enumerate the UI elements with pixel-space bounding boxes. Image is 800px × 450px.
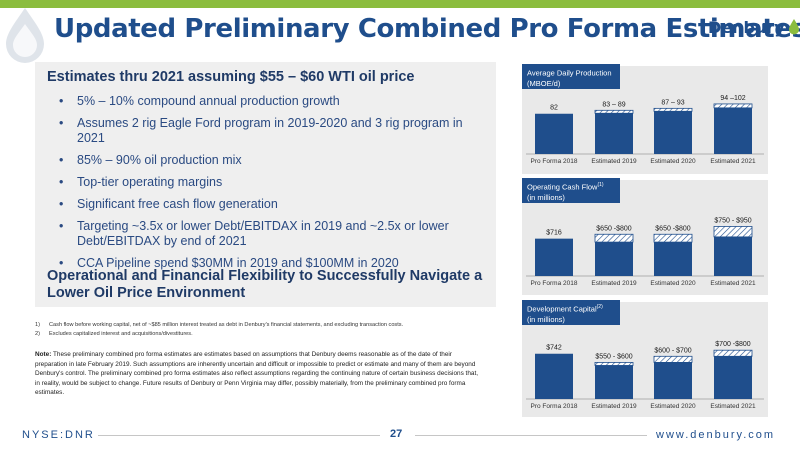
- data-label: 83 – 89: [602, 101, 625, 108]
- bar-base: [654, 242, 692, 276]
- bar-range: [713, 226, 753, 238]
- bullet-item: Assumes 2 rig Eagle Ford program in 2019…: [57, 116, 489, 146]
- bar-base: [535, 238, 573, 276]
- operating-cash-flow-chart-svg: $716 Pro Forma 2018 $650 -$800 Estimated 20…: [526, 217, 764, 287]
- chart-title-line1: Development Capital: [527, 304, 597, 314]
- disclaimer-note: Note: These preliminary combined pro for…: [35, 350, 483, 398]
- data-label: $650 -$800: [655, 225, 691, 232]
- footnote-number: 1): [35, 322, 40, 328]
- logo-drop-icon: [788, 19, 799, 35]
- chart-title: Development Capital(2) (in millions): [522, 300, 620, 325]
- data-label: $750 - $950: [714, 217, 751, 224]
- chart-title-sup: (2): [596, 304, 603, 310]
- chart-title-line1: Operating Cash Flow: [527, 182, 598, 192]
- chart-title-line2: (in millions): [527, 315, 565, 324]
- water-drop-icon: [6, 8, 44, 63]
- data-label: 87 – 93: [661, 99, 684, 106]
- bar-range: [594, 233, 634, 243]
- bar-base: [595, 242, 633, 276]
- x-tick-label: Estimated 2020: [650, 158, 696, 165]
- bar-range: [653, 107, 693, 112]
- development-capital-chart-svg: $742 Pro Forma 2018 $550 - $600 Estimated 2…: [526, 341, 764, 410]
- bullet-item: CCA Pipeline spend $30MM in 2019 and $10…: [57, 256, 489, 271]
- x-tick-label: Estimated 2021: [710, 280, 756, 287]
- footnote-text: Cash flow before working capital, net of…: [49, 322, 404, 328]
- chart-title-sup: (1): [597, 182, 604, 188]
- production-chart-svg: 82 Pro Forma 2018 83 – 89 Estimated 2019 87 …: [526, 95, 764, 165]
- data-label: 94 –102: [720, 95, 745, 102]
- x-tick-label: Estimated 2020: [650, 403, 696, 410]
- estimates-bullet-list: 5% – 10% compound annual production grow…: [57, 94, 489, 278]
- development-capital-chart: $742 Pro Forma 2018 $550 - $600 Estimated 2…: [522, 300, 768, 417]
- chart-title-line2: (MBOE/d): [527, 79, 561, 88]
- footnote-number: 2): [35, 331, 40, 337]
- bar-range: [594, 109, 634, 114]
- footnote-text: Excludes capitalized interest and acquis…: [49, 331, 193, 337]
- chart-title: Average Daily Production (MBOE/d): [522, 64, 620, 89]
- top-accent-bar: [0, 0, 800, 8]
- footnote: 1) Cash flow before working capital, net …: [35, 321, 403, 330]
- data-label: $550 - $600: [595, 353, 632, 360]
- bar-base: [535, 353, 573, 399]
- x-tick-label: Estimated 2019: [591, 403, 637, 410]
- footnote: 2) Excludes capitalized interest and acqu…: [35, 330, 403, 339]
- x-tick-label: Estimated 2019: [591, 158, 637, 165]
- data-label: $650 -$800: [596, 225, 632, 232]
- bar-base: [714, 236, 752, 276]
- x-tick-label: Pro Forma 2018: [531, 403, 578, 410]
- footer-divider-right: [415, 435, 647, 436]
- operating-cash-flow-chart: $716 Pro Forma 2018 $650 -$800 Estimated 20…: [522, 178, 768, 295]
- bar-range: [653, 233, 693, 243]
- bar-base: [714, 107, 752, 154]
- page-number: 27: [390, 428, 403, 440]
- estimates-panel: Estimates thru 2021 assuming $55 – $60 W…: [35, 62, 496, 307]
- chart-title: Operating Cash Flow(1) (in millions): [522, 178, 620, 203]
- data-label: $742: [546, 345, 562, 352]
- x-tick-label: Estimated 2021: [710, 403, 756, 410]
- data-label: $716: [546, 230, 562, 237]
- bar-range: [594, 362, 634, 366]
- x-tick-label: Pro Forma 2018: [531, 280, 578, 287]
- x-tick-label: Estimated 2019: [591, 280, 637, 287]
- bar-base: [714, 356, 752, 399]
- bullet-item: 85% – 90% oil production mix: [57, 153, 489, 168]
- bullet-item: Top-tier operating margins: [57, 175, 489, 190]
- data-label: $600 - $700: [654, 347, 691, 354]
- footnotes: 1) Cash flow before working capital, net …: [35, 321, 403, 339]
- company-logo: Denbury: [708, 14, 800, 40]
- bar-base: [595, 365, 633, 399]
- note-text: These preliminary combined pro forma est…: [35, 351, 478, 397]
- bar-range: [713, 103, 753, 109]
- x-tick-label: Pro Forma 2018: [531, 158, 578, 165]
- note-label: Note:: [35, 351, 52, 358]
- ticker-label: NYSE:DNR: [22, 429, 95, 441]
- page-title: Updated Preliminary Combined Pro Forma E…: [54, 14, 800, 44]
- bar-base: [654, 362, 692, 399]
- flexibility-heading: Operational and Financial Flexibility to…: [47, 268, 483, 301]
- estimates-heading: Estimates thru 2021 assuming $55 – $60 W…: [47, 69, 415, 85]
- production-chart: 82 Pro Forma 2018 83 – 89 Estimated 2019 87 …: [522, 64, 768, 174]
- bullet-item: Targeting ~3.5x or lower Debt/EBITDAX in…: [57, 219, 489, 249]
- bar-base: [595, 113, 633, 154]
- bar-base: [535, 113, 573, 154]
- data-label: $700 -$800: [715, 341, 751, 348]
- x-tick-label: Estimated 2021: [710, 158, 756, 165]
- chart-title-line2: (in millions): [527, 193, 565, 202]
- bar-range: [713, 349, 753, 357]
- logo-wordmark: Denbury: [708, 17, 785, 37]
- data-label: 82: [550, 105, 558, 112]
- x-tick-label: Estimated 2020: [650, 280, 696, 287]
- bullet-item: 5% – 10% compound annual production grow…: [57, 94, 489, 109]
- website-link[interactable]: www.denbury.com: [656, 429, 776, 441]
- chart-title-line1: Average Daily Production: [527, 68, 612, 78]
- bar-range: [653, 355, 693, 363]
- bullet-item: Significant free cash flow generation: [57, 197, 489, 212]
- bar-base: [654, 111, 692, 154]
- footer-divider-left: [98, 435, 380, 436]
